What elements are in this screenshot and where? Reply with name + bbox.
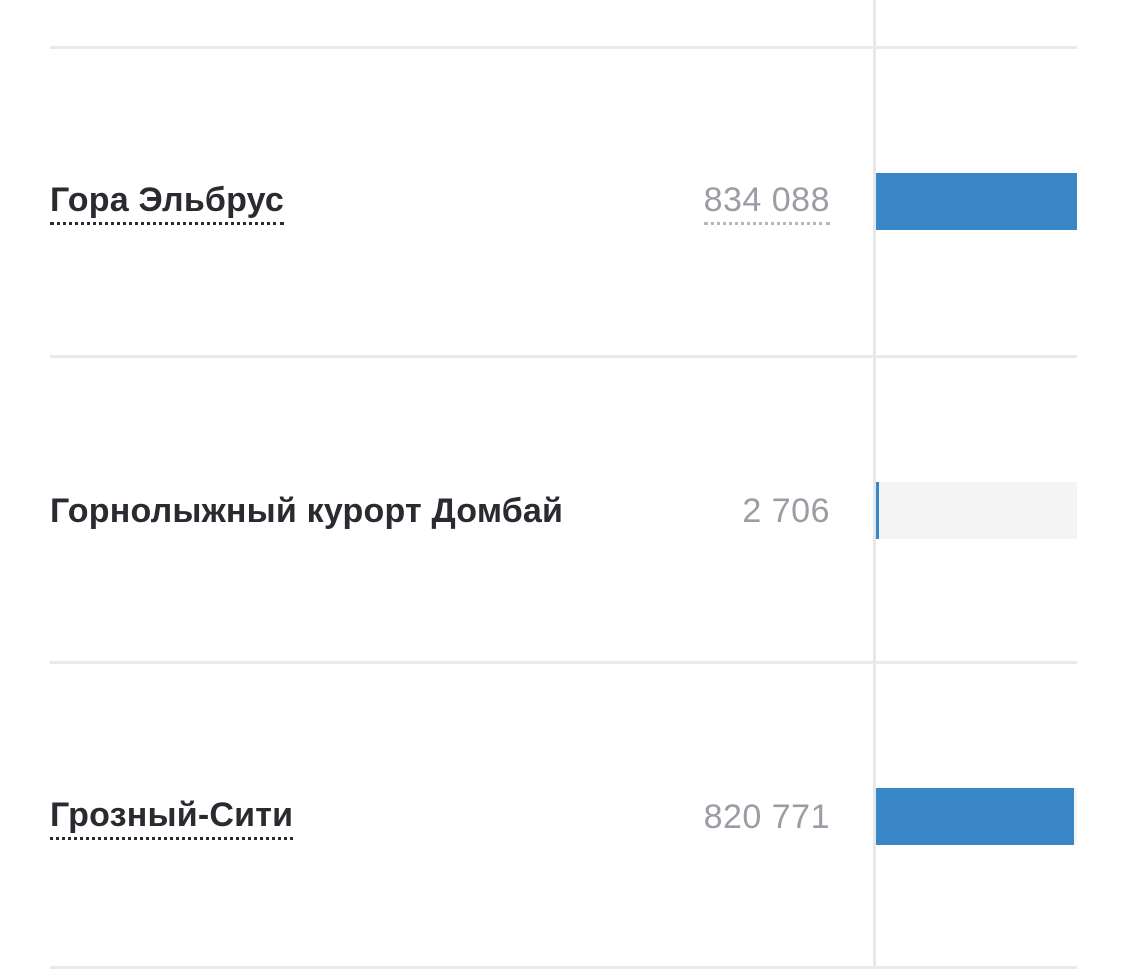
- row-name: Горнолыжный курорт Домбай: [50, 492, 564, 530]
- row-divider: [50, 661, 1077, 664]
- bar-track: [876, 173, 1077, 230]
- table-row: Горнолыжный курорт Домбай 2 706: [50, 482, 1077, 546]
- bar-fill: [876, 788, 1074, 845]
- bar-track: [876, 788, 1077, 845]
- table-row: Гора Эльбрус 834 088: [50, 173, 1077, 237]
- bar-fill: [876, 482, 879, 539]
- bar-column-divider: [873, 0, 876, 969]
- row-value-link[interactable]: 834 088: [703, 180, 830, 225]
- bar-track: [876, 482, 1077, 539]
- row-divider: [50, 355, 1077, 358]
- row-value: 2 706: [742, 492, 830, 530]
- row-value: 820 771: [703, 798, 830, 836]
- table-row: Грозный-Сити 820 771: [50, 788, 1077, 852]
- row-name-link[interactable]: Гора Эльбрус: [50, 180, 285, 225]
- row-divider: [50, 46, 1077, 49]
- row-divider: [50, 966, 1077, 969]
- row-name-link[interactable]: Грозный-Сити: [50, 795, 294, 840]
- bar-fill: [876, 173, 1077, 230]
